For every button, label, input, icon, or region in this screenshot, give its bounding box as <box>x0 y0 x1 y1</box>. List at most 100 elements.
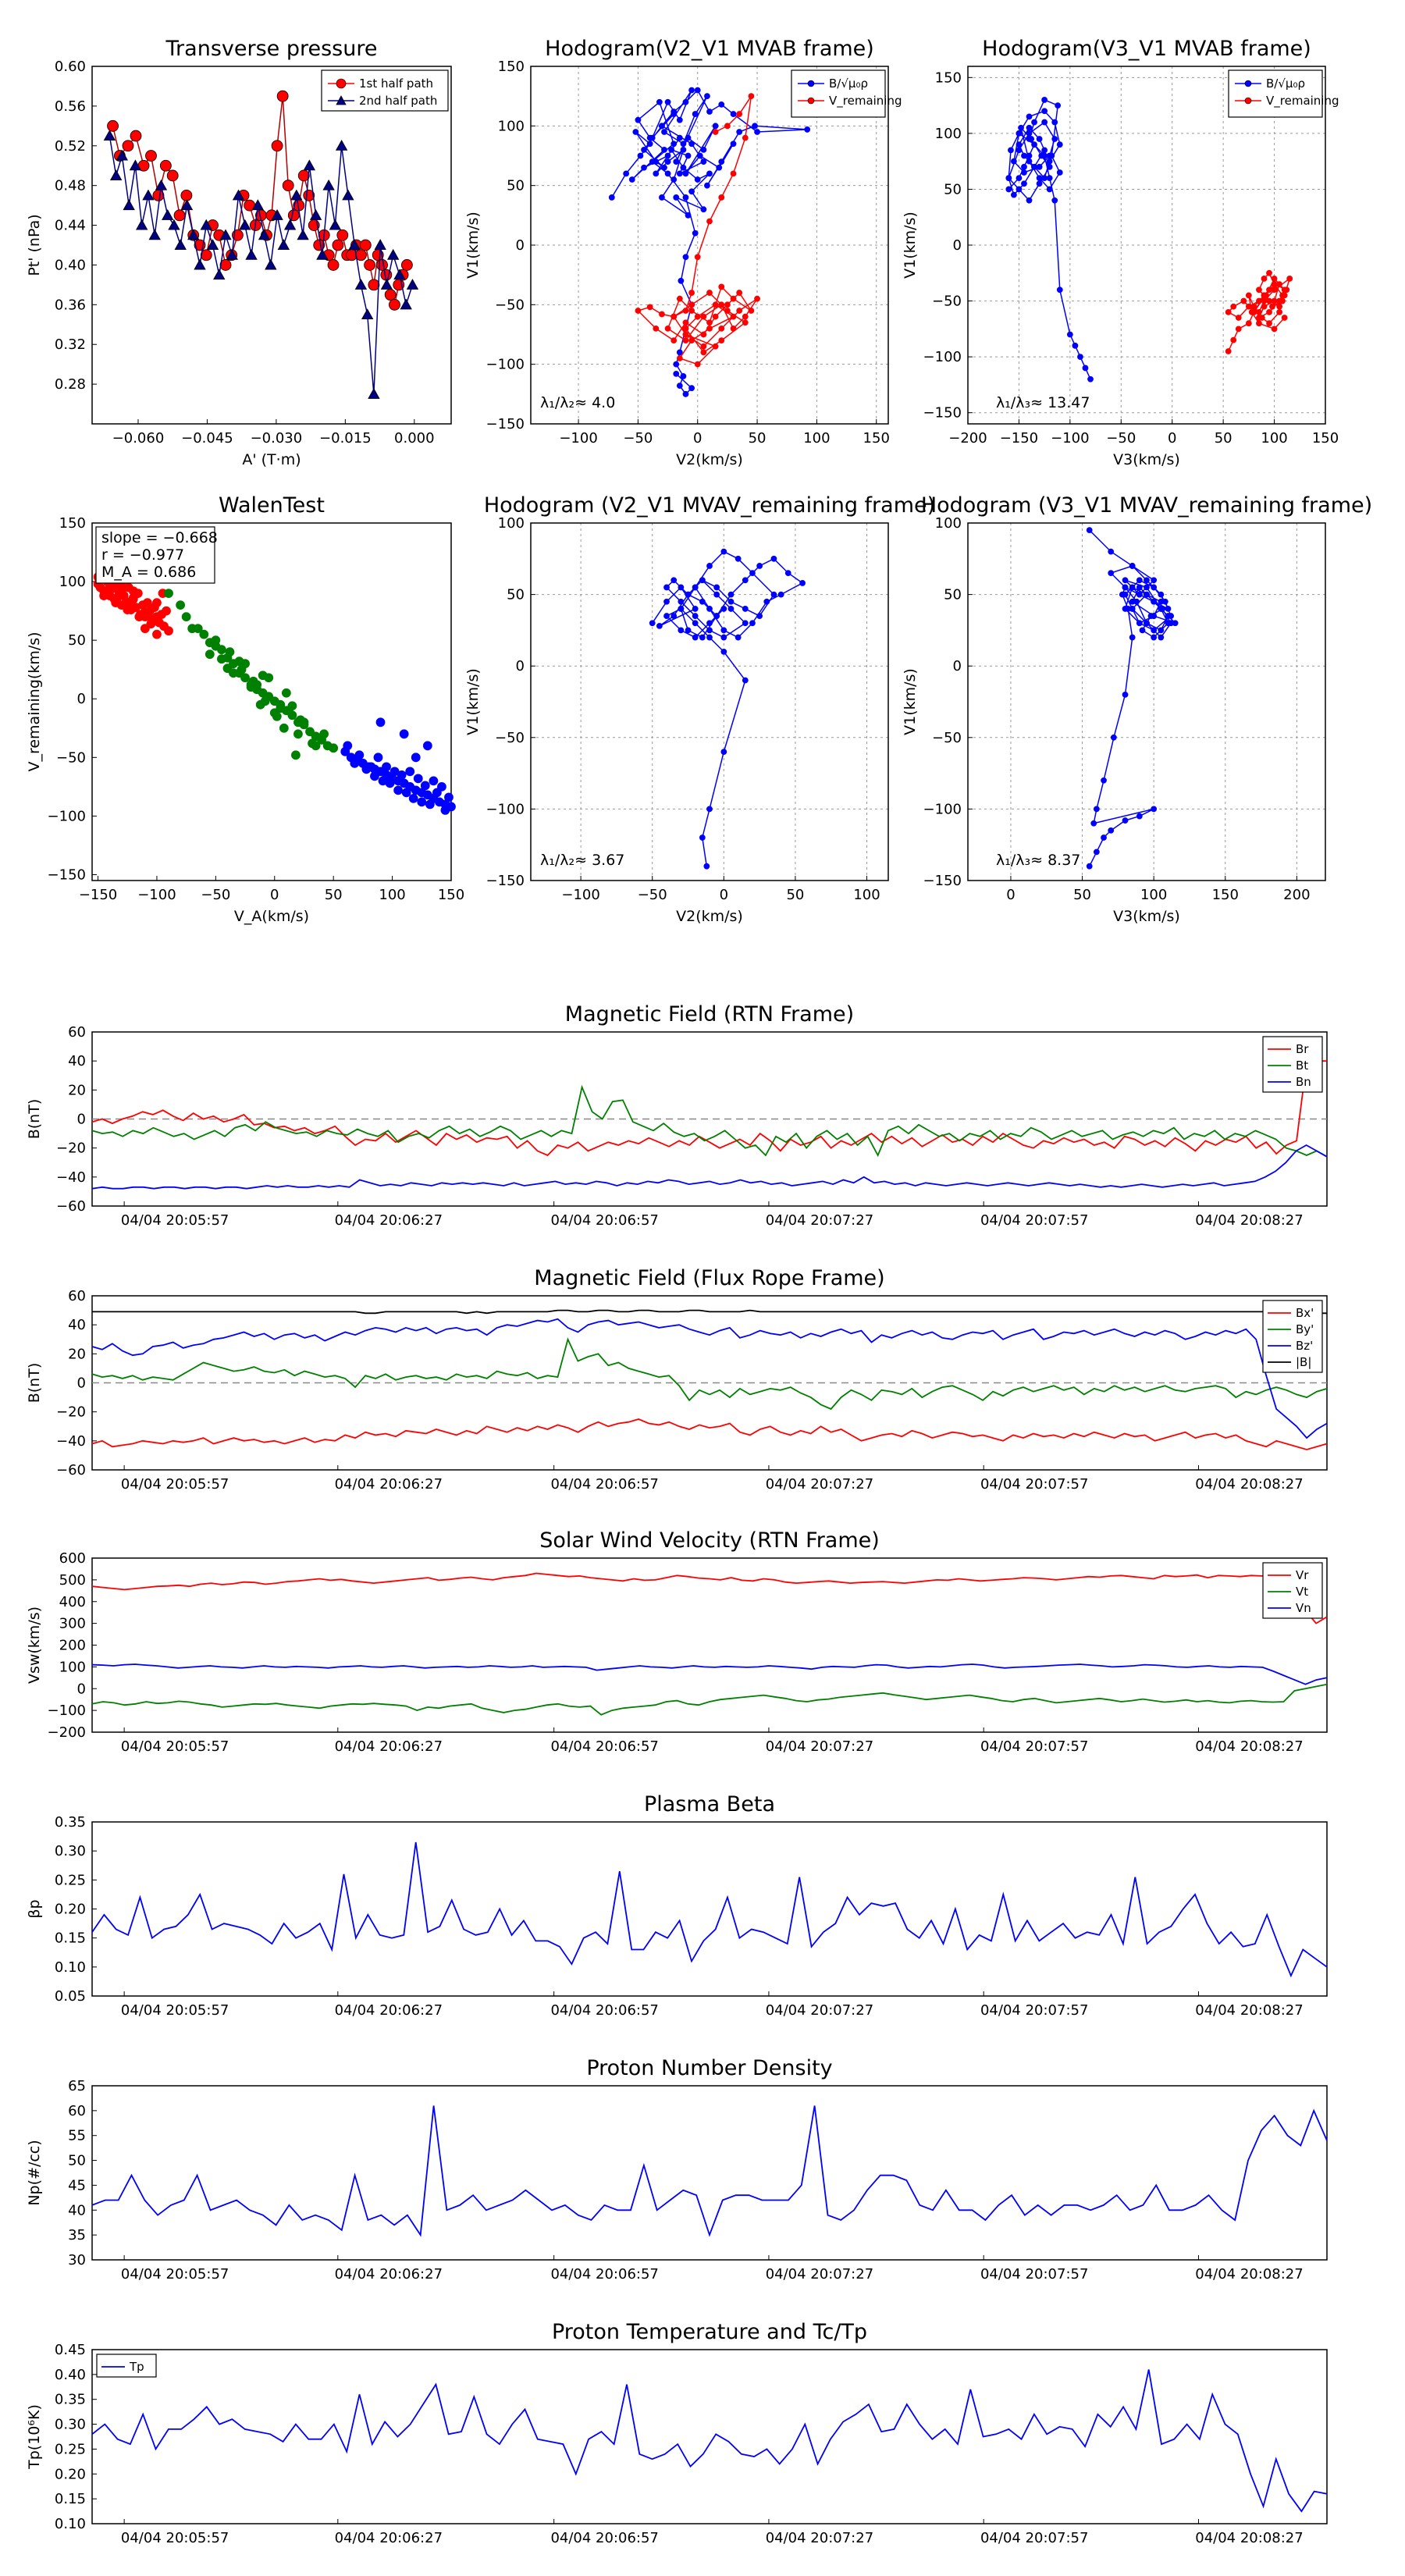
x-tick-label: 04/04 20:07:27 <box>766 2002 873 2019</box>
series-2 <box>164 589 339 760</box>
x-tick-label: 50 <box>1073 887 1091 903</box>
data-point <box>1077 354 1083 361</box>
y-tick-label: 100 <box>498 118 525 134</box>
x-tick-label: 04/04 20:05:57 <box>121 1738 229 1755</box>
y-tick-label: −50 <box>495 297 525 313</box>
data-point <box>417 797 427 807</box>
y-tick-label: −100 <box>486 357 525 373</box>
x-tick-label: 04/04 20:05:57 <box>121 1476 229 1493</box>
data-point <box>663 598 670 605</box>
data-point <box>374 239 386 251</box>
legend-label: V_remaining <box>1266 94 1339 109</box>
data-point <box>413 774 423 784</box>
legend-label: V_remaining <box>829 94 902 109</box>
data-point <box>187 229 200 240</box>
data-point <box>1021 180 1027 187</box>
data-point <box>116 149 129 161</box>
data-point <box>694 361 701 368</box>
y-tick-label: 40 <box>68 2202 86 2218</box>
data-point <box>720 749 727 756</box>
data-point <box>1129 563 1136 569</box>
data-point <box>1026 113 1033 120</box>
data-point <box>694 176 701 183</box>
data-point <box>718 337 725 344</box>
data-point <box>706 218 713 225</box>
data-point <box>393 269 406 280</box>
data-point <box>355 249 367 262</box>
x-tick-label: 04/04 20:06:27 <box>335 1738 443 1755</box>
data-point <box>735 555 742 562</box>
data-point <box>272 711 282 721</box>
data-point <box>155 179 168 190</box>
data-point <box>1151 627 1158 634</box>
data-point <box>283 706 293 716</box>
h4-frame <box>967 522 1326 881</box>
y-tick-label: −150 <box>923 405 962 422</box>
data-point <box>692 613 699 619</box>
data-point <box>440 806 450 815</box>
data-point <box>1165 606 1172 612</box>
y-tick-label: 600 <box>59 1550 86 1567</box>
walen-chart: −150 −100 −50 0 50 100 150 −150 −100 −50 0 50 100 150… <box>26 493 464 925</box>
data-point <box>123 199 135 211</box>
data-point <box>678 606 685 612</box>
series-line-1 <box>91 1418 1328 1450</box>
legend-box <box>791 69 886 118</box>
y-tick-label: 400 <box>59 1594 86 1610</box>
data-point <box>699 834 706 841</box>
data-point <box>1245 320 1252 327</box>
data-point <box>145 150 157 162</box>
data-point <box>608 194 615 201</box>
data-point <box>343 741 353 751</box>
data-point <box>354 279 368 290</box>
x-tick-label: 04/04 20:07:27 <box>766 1738 873 1755</box>
legend-label: Vt <box>1296 1585 1308 1599</box>
data-point <box>405 767 415 777</box>
data-point <box>1031 119 1037 126</box>
data-point <box>713 591 720 598</box>
legend-box <box>96 2354 157 2378</box>
data-point <box>1261 297 1268 304</box>
x-tick-label: −100 <box>561 887 599 903</box>
data-point <box>205 649 215 660</box>
y-tick-label: 0.05 <box>55 1988 86 2005</box>
y-tick-label: −40 <box>56 1433 86 1450</box>
data-point <box>692 620 699 627</box>
data-point <box>748 308 755 314</box>
data-point <box>704 182 710 189</box>
ts4-frame <box>91 1821 1328 1997</box>
data-point <box>213 269 226 280</box>
series-line-3 <box>91 1663 1328 1685</box>
data-point <box>1021 163 1027 170</box>
ts1-chart: Magnetic Field (RTN Frame) B(nT) −60 −40 −20… <box>26 1002 1328 1229</box>
data-point <box>1276 303 1283 310</box>
y-tick-label: −50 <box>495 730 525 746</box>
data-point <box>1122 691 1129 698</box>
data-point <box>692 111 699 117</box>
data-point <box>1036 136 1043 142</box>
series-2 <box>103 130 419 399</box>
data-point <box>251 199 264 211</box>
data-point <box>308 738 317 749</box>
data-point <box>692 606 699 612</box>
y-tick-label: −20 <box>56 1404 86 1421</box>
data-point <box>1016 186 1023 193</box>
data-point <box>128 586 138 596</box>
data-point <box>206 239 219 251</box>
y-tick-label: 0 <box>77 1112 86 1128</box>
x-tick-label: 04/04 20:06:57 <box>550 2002 658 2019</box>
data-point <box>245 248 258 260</box>
data-point <box>685 134 692 141</box>
data-point <box>271 209 283 220</box>
data-point <box>222 664 233 674</box>
data-point <box>682 390 689 397</box>
y-axis-label: B(nT) <box>26 1363 43 1404</box>
data-point <box>678 277 685 284</box>
data-point <box>748 93 755 100</box>
data-point <box>313 239 325 251</box>
data-point <box>688 385 695 392</box>
data-point <box>673 194 680 201</box>
data-point <box>1281 292 1288 299</box>
eigen-ratio: λ₁/λ₃≈ 8.37 <box>996 852 1080 869</box>
